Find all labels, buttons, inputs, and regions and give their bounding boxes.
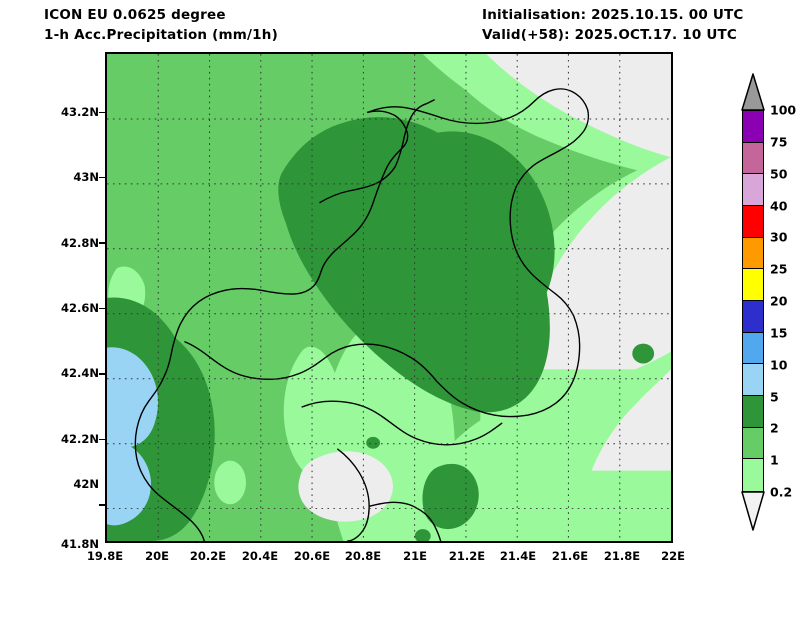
band-below-0p2mm-northeast: [486, 54, 671, 158]
band-2-5mm-blob-south: [422, 463, 479, 530]
country-border-northeast: [184, 88, 590, 418]
grid-lines: [107, 54, 671, 541]
lon-label-21p6e: 21.6E: [551, 549, 589, 563]
lat-label-43p2n: 43.2N: [61, 105, 99, 119]
colorbar-label-20: 20: [770, 293, 788, 309]
band-0p2-1mm-upper-center: [283, 346, 344, 481]
band-2-5mm-dot-c: [632, 343, 655, 364]
colorbar-label-15: 15: [770, 325, 788, 341]
colorbar-label-75: 75: [770, 134, 788, 150]
colorbar-label-2: 2: [770, 420, 779, 436]
lon-label-20e: 20E: [145, 549, 169, 563]
lon-label-20p6e: 20.6E: [293, 549, 331, 563]
band-below-0p2mm-east-lower: [591, 369, 671, 471]
initialisation-time: Initialisation: 2025.10.15. 00 UTC: [482, 7, 744, 23]
lat-label-42p2n: 42.2N: [61, 432, 99, 446]
colorbar-segment-25-30: [743, 237, 763, 270]
country-border: [134, 110, 409, 541]
colorbar-label-50: 50: [770, 166, 788, 182]
colorbar-segment-75-100: [743, 111, 763, 143]
band-below-0p2mm-south-patch: [298, 451, 393, 522]
colorbar-label-100: 100: [770, 102, 797, 118]
colorbar-top-arrow: [741, 73, 765, 111]
colorbar-label-1: 1: [770, 452, 779, 468]
precipitation-map-plot: [105, 52, 673, 543]
field-title: 1-h Acc.Precipitation (mm/1h): [44, 27, 278, 43]
lon-label-22e: 22E: [661, 549, 685, 563]
valid-time: Valid(+58): 2025.OCT.17. 10 UTC: [482, 27, 738, 43]
precipitation-contour-field: [107, 54, 671, 541]
colorbar-label-10: 10: [770, 357, 788, 373]
lat-tick-42p8n: [99, 242, 105, 244]
lon-label-21p4e: 21.4E: [499, 549, 537, 563]
colorbar: 100 75 50 40 30 25 20 15 10 5 2 1 0.2: [736, 72, 796, 531]
colorbar-segment-5-10: [743, 364, 763, 396]
colorbar-segment-2-5: [743, 395, 763, 428]
colorbar-segment-20-25: [743, 269, 763, 301]
lat-label-43n: 43N: [73, 170, 99, 184]
colorbar-bottom-arrow: [741, 491, 765, 531]
band-0p2-1mm-dot-sw: [214, 460, 247, 505]
country-border-north: [319, 99, 435, 204]
band-2-5mm-dot-d: [483, 349, 502, 366]
colorbar-segment-40-50: [743, 174, 763, 207]
band-2-5mm-blob-center: [389, 313, 429, 346]
lat-tick-43n: [99, 176, 105, 178]
colorbar-segment-15-20: [743, 300, 763, 333]
colorbar-label-30: 30: [770, 229, 788, 245]
lat-tick-42n: [99, 504, 105, 506]
lon-label-20p4e: 20.4E: [241, 549, 279, 563]
colorbar-segment-50-75: [743, 142, 763, 175]
lon-label-20p8e: 20.8E: [344, 549, 382, 563]
lat-tick-42p2n: [99, 438, 105, 440]
lon-label-20p2e: 20.2E: [189, 549, 227, 563]
lon-label-21p2e: 21.2E: [448, 549, 486, 563]
colorbar-segment-1-2: [743, 427, 763, 460]
colorbar-label-40: 40: [770, 198, 788, 213]
country-border-south: [301, 400, 503, 446]
band-below-0p2mm-east: [524, 157, 671, 370]
colorbar-segment-10-15: [743, 332, 763, 365]
lat-label-42n: 42N: [73, 477, 99, 491]
lon-label-21p8e: 21.8E: [603, 549, 641, 563]
band-0p2-1mm-east-lobe: [476, 351, 671, 541]
lat-label-42p6n: 42.6N: [61, 301, 99, 315]
lat-label-41p8n: 41.8N: [61, 537, 99, 551]
colorbar-label-25: 25: [770, 261, 788, 277]
colorbar-label-0p2: 0.2: [770, 484, 793, 500]
lat-label-42p8n: 42.8N: [61, 236, 99, 250]
lat-tick-43p2n: [99, 111, 105, 113]
lon-label-19p8e: 19.8E: [86, 549, 124, 563]
lon-label-21e: 21E: [403, 549, 427, 563]
colorbar-segment-0p2-1: [743, 459, 763, 491]
colorbar-segments: [742, 110, 764, 492]
band-2-5mm-dot-b: [414, 529, 431, 541]
colorbar-label-5: 5: [770, 389, 779, 404]
lat-tick-42p6n: [99, 307, 105, 309]
band-5-10mm-west-blob-main: [107, 347, 159, 526]
colorbar-segment-30-40: [743, 206, 763, 238]
band-2-5mm-dot-a: [366, 436, 381, 449]
lat-tick-42p4n: [99, 373, 105, 375]
lat-label-42p4n: 42.4N: [61, 366, 99, 380]
model-title: ICON EU 0.0625 degree: [44, 7, 226, 23]
